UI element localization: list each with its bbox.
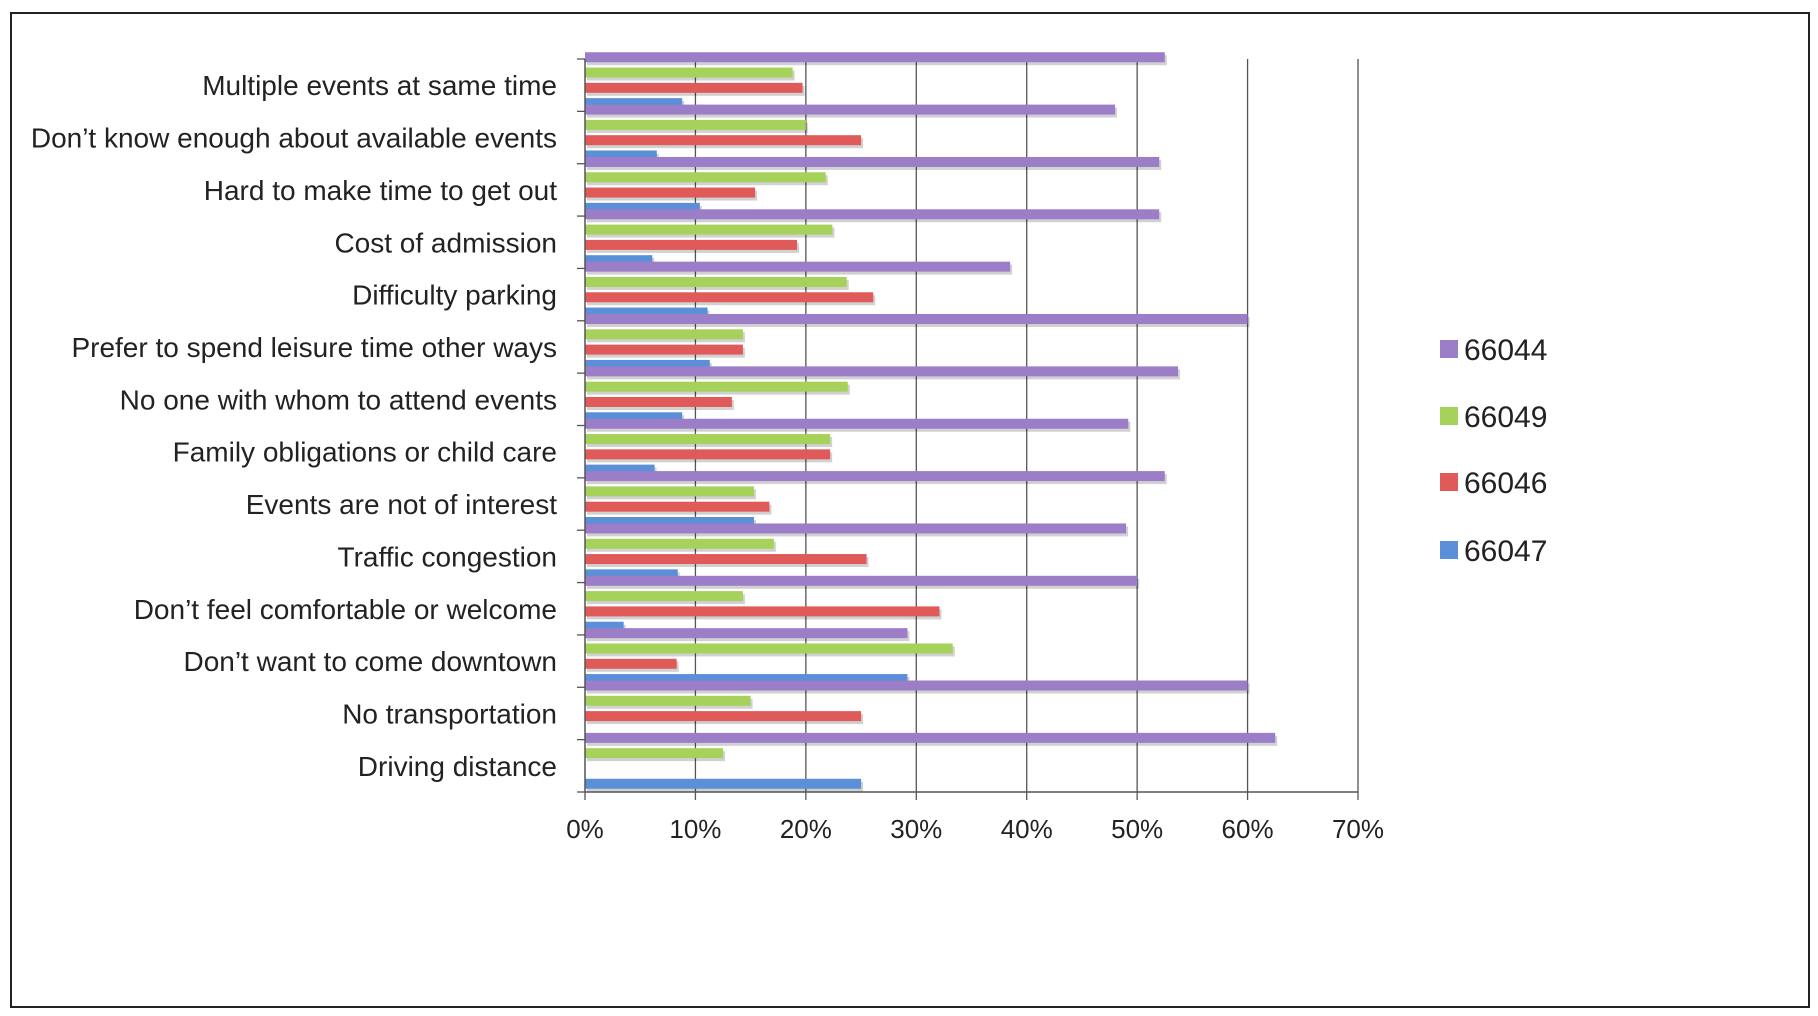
bar-66046 bbox=[585, 606, 940, 617]
category-label: Don’t feel comfortable or welcome bbox=[134, 594, 557, 625]
bar-66044 bbox=[585, 418, 1129, 429]
bar-66047 bbox=[585, 674, 908, 685]
bar-66046 bbox=[585, 449, 831, 460]
bar-66044 bbox=[585, 628, 908, 639]
category-label: Prefer to spend leisure time other ways bbox=[71, 332, 557, 363]
bar-66046 bbox=[585, 187, 756, 198]
x-tick-label: 50% bbox=[1111, 814, 1163, 844]
bar-66044 bbox=[585, 314, 1248, 325]
bar-66044 bbox=[585, 732, 1276, 743]
bar-66044 bbox=[585, 575, 1138, 586]
bar-66049 bbox=[585, 538, 774, 549]
bar-66049 bbox=[585, 119, 806, 130]
category-label: Difficulty parking bbox=[352, 280, 557, 311]
legend-label: 66047 bbox=[1464, 535, 1547, 568]
category-label: Cost of admission bbox=[334, 227, 557, 258]
bar-66044 bbox=[585, 209, 1160, 220]
legend-swatch bbox=[1440, 340, 1458, 358]
bar-66044 bbox=[585, 104, 1116, 115]
bar-66049 bbox=[585, 276, 847, 287]
bar-chart: Multiple events at same time Don’t know e… bbox=[31, 52, 1547, 844]
bar-66047 bbox=[585, 359, 710, 370]
bar-66047 bbox=[585, 569, 678, 580]
bar-66047 bbox=[585, 255, 653, 266]
legend: 66044 66049 66046 66047 bbox=[1440, 334, 1547, 568]
bar-66046 bbox=[585, 711, 862, 722]
bar-66046 bbox=[585, 658, 677, 669]
legend-swatch bbox=[1440, 407, 1458, 425]
x-tick-label: 20% bbox=[780, 814, 832, 844]
bar-66046 bbox=[585, 396, 732, 407]
bar-66049 bbox=[585, 695, 751, 706]
bar-66049 bbox=[585, 591, 743, 602]
bars bbox=[585, 52, 1278, 792]
category-label: Don’t know enough about available events bbox=[31, 123, 557, 154]
legend-swatch bbox=[1440, 473, 1458, 491]
bar-66044 bbox=[585, 52, 1165, 63]
bar-66047 bbox=[585, 516, 754, 527]
bar-66047 bbox=[585, 98, 683, 109]
bar-66044 bbox=[585, 680, 1248, 691]
legend-label: 66049 bbox=[1464, 401, 1547, 434]
category-label: No transportation bbox=[342, 698, 557, 729]
bar-66047 bbox=[585, 778, 862, 789]
bar-66046 bbox=[585, 344, 743, 355]
bar-66049 bbox=[585, 67, 793, 78]
chart-frame: Multiple events at same time Don’t know e… bbox=[10, 12, 1810, 1008]
bar-66049 bbox=[585, 172, 826, 183]
bar-66044 bbox=[585, 261, 1011, 272]
category-label: Family obligations or child care bbox=[173, 437, 557, 468]
category-label: Don’t want to come downtown bbox=[183, 646, 557, 677]
bar-66049 bbox=[585, 486, 754, 497]
axes bbox=[577, 58, 1359, 800]
bar-66046 bbox=[585, 292, 874, 303]
x-tick-label: 70% bbox=[1332, 814, 1384, 844]
category-label: Multiple events at same time bbox=[202, 70, 557, 101]
bar-66046 bbox=[585, 135, 862, 146]
x-tick-label: 0% bbox=[566, 814, 604, 844]
bar-66049 bbox=[585, 643, 953, 654]
bar-66047 bbox=[585, 202, 700, 213]
bar-66044 bbox=[585, 156, 1160, 167]
bar-66046 bbox=[585, 82, 803, 93]
category-label: No one with whom to attend events bbox=[120, 384, 557, 415]
x-tick-label: 30% bbox=[890, 814, 942, 844]
category-label: Events are not of interest bbox=[246, 489, 558, 520]
x-tick-label: 40% bbox=[1001, 814, 1053, 844]
bar-66046 bbox=[585, 554, 867, 565]
bar-66044 bbox=[585, 471, 1165, 482]
category-label: Driving distance bbox=[358, 751, 557, 782]
bar-66046 bbox=[585, 501, 770, 512]
bar-66049 bbox=[585, 329, 743, 340]
bar-66049 bbox=[585, 224, 833, 235]
bar-66049 bbox=[585, 434, 831, 445]
bar-66047 bbox=[585, 307, 708, 318]
bar-66049 bbox=[585, 748, 724, 759]
x-tick-labels: 0% 10% 20% 30% 40% 50% 60% 70% bbox=[566, 814, 1384, 844]
bar-66049 bbox=[585, 381, 848, 392]
x-tick-label: 10% bbox=[669, 814, 721, 844]
category-label: Hard to make time to get out bbox=[204, 175, 558, 206]
bar-66047 bbox=[585, 150, 657, 161]
bar-66044 bbox=[585, 523, 1127, 534]
legend-swatch bbox=[1440, 541, 1458, 559]
bar-66044 bbox=[585, 366, 1179, 377]
category-labels: Multiple events at same time Don’t know e… bbox=[31, 70, 557, 782]
legend-label: 66044 bbox=[1464, 334, 1547, 367]
bar-66047 bbox=[585, 621, 624, 632]
legend-label: 66046 bbox=[1464, 467, 1547, 500]
x-tick-label: 60% bbox=[1222, 814, 1274, 844]
bar-66047 bbox=[585, 464, 655, 475]
bar-66046 bbox=[585, 239, 798, 250]
category-label: Traffic congestion bbox=[338, 541, 557, 572]
bar-66047 bbox=[585, 412, 683, 423]
